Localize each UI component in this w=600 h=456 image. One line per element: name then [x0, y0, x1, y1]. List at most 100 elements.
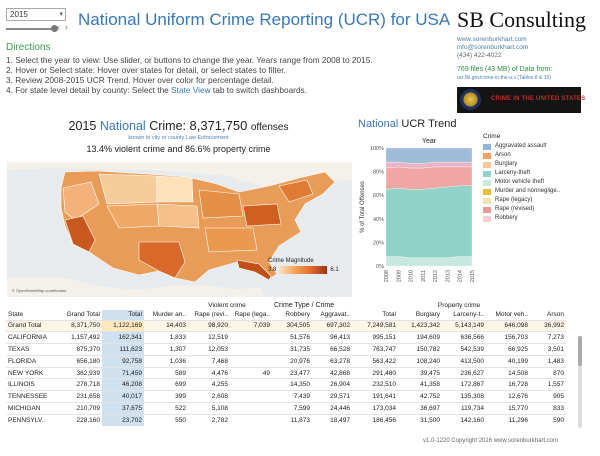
- crime-legend-item[interactable]: Rape (legacy): [483, 196, 595, 205]
- summary-total: 8,371,750: [189, 118, 248, 133]
- table-cell: 589: [144, 366, 188, 379]
- column-header-grand-total[interactable]: Grand Total: [66, 311, 100, 319]
- trend-y-axis-title: % of Total Offenses: [360, 181, 366, 233]
- crime-legend-item[interactable]: Aggravated assault: [483, 142, 595, 151]
- table-row[interactable]: ILLINOIS 278,718 46,208 699 4,255 14,350 26,90…: [6, 378, 566, 391]
- year-dropdown[interactable]: 2015 ▾: [6, 8, 66, 21]
- legend-swatch: [483, 152, 491, 159]
- column-header-property[interactable]: Motor veh..: [495, 311, 528, 319]
- data-source-link[interactable]: ucr.fbi.gov/crime-in-the-u.s (Tables 8 &…: [457, 75, 551, 81]
- ucr-trend-chart[interactable]: Year % of Total Offenses 0% 20% 40% 60% 80% 100…: [356, 134, 480, 299]
- table-cell: 1,557: [530, 378, 566, 391]
- table-row[interactable]: PENNSYLV.. 228,160 23,702 550 2,782 11,873 18,…: [6, 413, 566, 427]
- crime-legend-item[interactable]: Murder and nonneglige..: [483, 187, 595, 196]
- table-cell: 1,833: [144, 331, 188, 344]
- trend-area-series[interactable]: [385, 256, 473, 267]
- map-svg[interactable]: [7, 162, 352, 297]
- year-slider[interactable]: ‹ ›: [6, 22, 72, 33]
- table-cell-state: Grand Total: [6, 319, 54, 332]
- email-link[interactable]: info@sorenburkhart.com: [457, 44, 529, 51]
- table-cell: 7,273: [530, 331, 566, 344]
- crime-legend-item[interactable]: Robbery: [483, 214, 595, 223]
- state-region[interactable]: [98, 173, 158, 205]
- crime-table-grid: Violent crime Property crime State Grand …: [6, 300, 566, 427]
- state-new-york[interactable]: [278, 179, 314, 203]
- state-florida[interactable]: [236, 259, 272, 281]
- crime-legend-item[interactable]: Motor vehicle theft: [483, 178, 595, 187]
- state-region[interactable]: [204, 227, 258, 253]
- state-region[interactable]: [156, 203, 200, 229]
- state-view-link[interactable]: State View: [171, 85, 211, 95]
- table-cell: 40,017: [102, 390, 144, 403]
- column-header-violent[interactable]: Rape (revi..: [194, 311, 228, 319]
- column-header-property[interactable]: Arson: [547, 311, 564, 319]
- table-cell: 135,308: [442, 390, 486, 403]
- table-cell: 7,039: [230, 319, 272, 332]
- column-header-property[interactable]: Total: [382, 311, 396, 319]
- state-california[interactable]: [64, 215, 96, 253]
- crime-legend-item[interactable]: Arson: [483, 151, 595, 160]
- trend-title-text: UCR Trend: [401, 118, 457, 130]
- table-scrollbar[interactable]: [578, 336, 582, 428]
- trend-area-series[interactable]: [385, 166, 473, 190]
- map-attribution[interactable]: © OpenStreetMap contributors: [12, 288, 67, 293]
- trend-area-series[interactable]: [385, 147, 473, 164]
- crime-legend-item[interactable]: Burglary: [483, 160, 595, 169]
- table-row[interactable]: Grand Total 8,371,750 1,122,169 14,403 98,92…: [6, 319, 566, 332]
- table-cell: 29,571: [312, 390, 352, 403]
- table-cell: 278,718: [54, 378, 102, 391]
- table-row[interactable]: MICHIGAN 210,709 37,675 522 5,108 7,599 24,446…: [6, 402, 566, 415]
- table-cell: 172,867: [442, 378, 486, 391]
- state-texas[interactable]: [138, 241, 186, 279]
- table-cell: [230, 354, 272, 368]
- table-cell: 1,122,169: [102, 319, 144, 332]
- year-slider-handle[interactable]: [51, 25, 58, 32]
- trend-x-axis-title: Year: [422, 138, 437, 145]
- table-cell: 563,422: [352, 354, 398, 368]
- column-header-violent[interactable]: Rape (lega..: [234, 311, 270, 319]
- column-header-violent[interactable]: Total: [102, 310, 144, 320]
- state-region[interactable]: [198, 189, 244, 219]
- us-state-map[interactable]: [7, 162, 352, 297]
- trend-area-series[interactable]: [385, 185, 473, 258]
- table-cell: 8,371,750: [54, 319, 102, 332]
- crime-legend-item[interactable]: Larceny-theft: [483, 169, 595, 178]
- table-row[interactable]: NEW YORK 362,939 71,459 589 4,476 49 23,477 42,…: [6, 366, 566, 379]
- crime-legend-item[interactable]: Rape (revised): [483, 205, 595, 214]
- chevron-down-icon: ▾: [59, 11, 63, 18]
- table-cell: 11,873: [272, 413, 312, 427]
- magnitude-min: 3.8: [268, 267, 277, 273]
- column-header-violent[interactable]: Robbery: [285, 311, 310, 319]
- table-cell: 156,703: [486, 331, 530, 344]
- table-cell: [230, 378, 272, 391]
- column-header-state[interactable]: State: [8, 311, 24, 319]
- table-cell: 92,758: [102, 354, 144, 368]
- table-cell: 1,036: [144, 354, 188, 368]
- state-region[interactable]: [62, 181, 100, 221]
- legend-label: Motor vehicle theft: [495, 179, 545, 185]
- table-cell: 31,735: [272, 343, 312, 356]
- table-scrollbar-thumb[interactable]: [578, 336, 582, 366]
- column-header-violent[interactable]: Murder an..: [152, 311, 186, 319]
- table-row[interactable]: TENNESSEE 231,658 40,017 399 2,608 7,439 29,57…: [6, 390, 566, 403]
- table-row[interactable]: TEXAS 875,370 111,623 1,307 12,053 31,735 66,5…: [6, 343, 566, 356]
- table-cell: 14,350: [272, 378, 312, 391]
- trend-x-tick-label: 2009: [396, 270, 402, 282]
- table-cell: 7,249,581: [352, 319, 398, 332]
- column-header-violent[interactable]: Aggravat..: [320, 311, 350, 319]
- state-region[interactable]: [156, 175, 194, 203]
- direction-step-4: 4. For state level detail by county: Sel…: [6, 85, 446, 95]
- column-header-property[interactable]: Larceny-t..: [453, 311, 484, 319]
- state-region[interactable]: [242, 203, 282, 227]
- fbi-banner[interactable]: CRIME IN THE UNITED STATES: [457, 87, 585, 113]
- prev-year-button[interactable]: ‹: [57, 22, 60, 32]
- website-link[interactable]: www.sorenburkhart.com: [457, 36, 527, 43]
- next-year-button[interactable]: ›: [65, 22, 68, 32]
- column-header-property[interactable]: Burglary: [415, 311, 440, 319]
- legend-label: Robbery: [495, 215, 518, 221]
- crime-table[interactable]: Violent crime Property crime State Grand …: [6, 300, 576, 428]
- table-row[interactable]: FLORIDA 656,180 92,758 1,036 7,468 20,976 63,2…: [6, 354, 566, 368]
- directions-title: Directions: [6, 42, 51, 53]
- legend-label: Murder and nonneglige..: [495, 188, 561, 194]
- table-row[interactable]: CALIFORNIA 1,157,492 162,341 1,833 12,519 51,…: [6, 331, 566, 344]
